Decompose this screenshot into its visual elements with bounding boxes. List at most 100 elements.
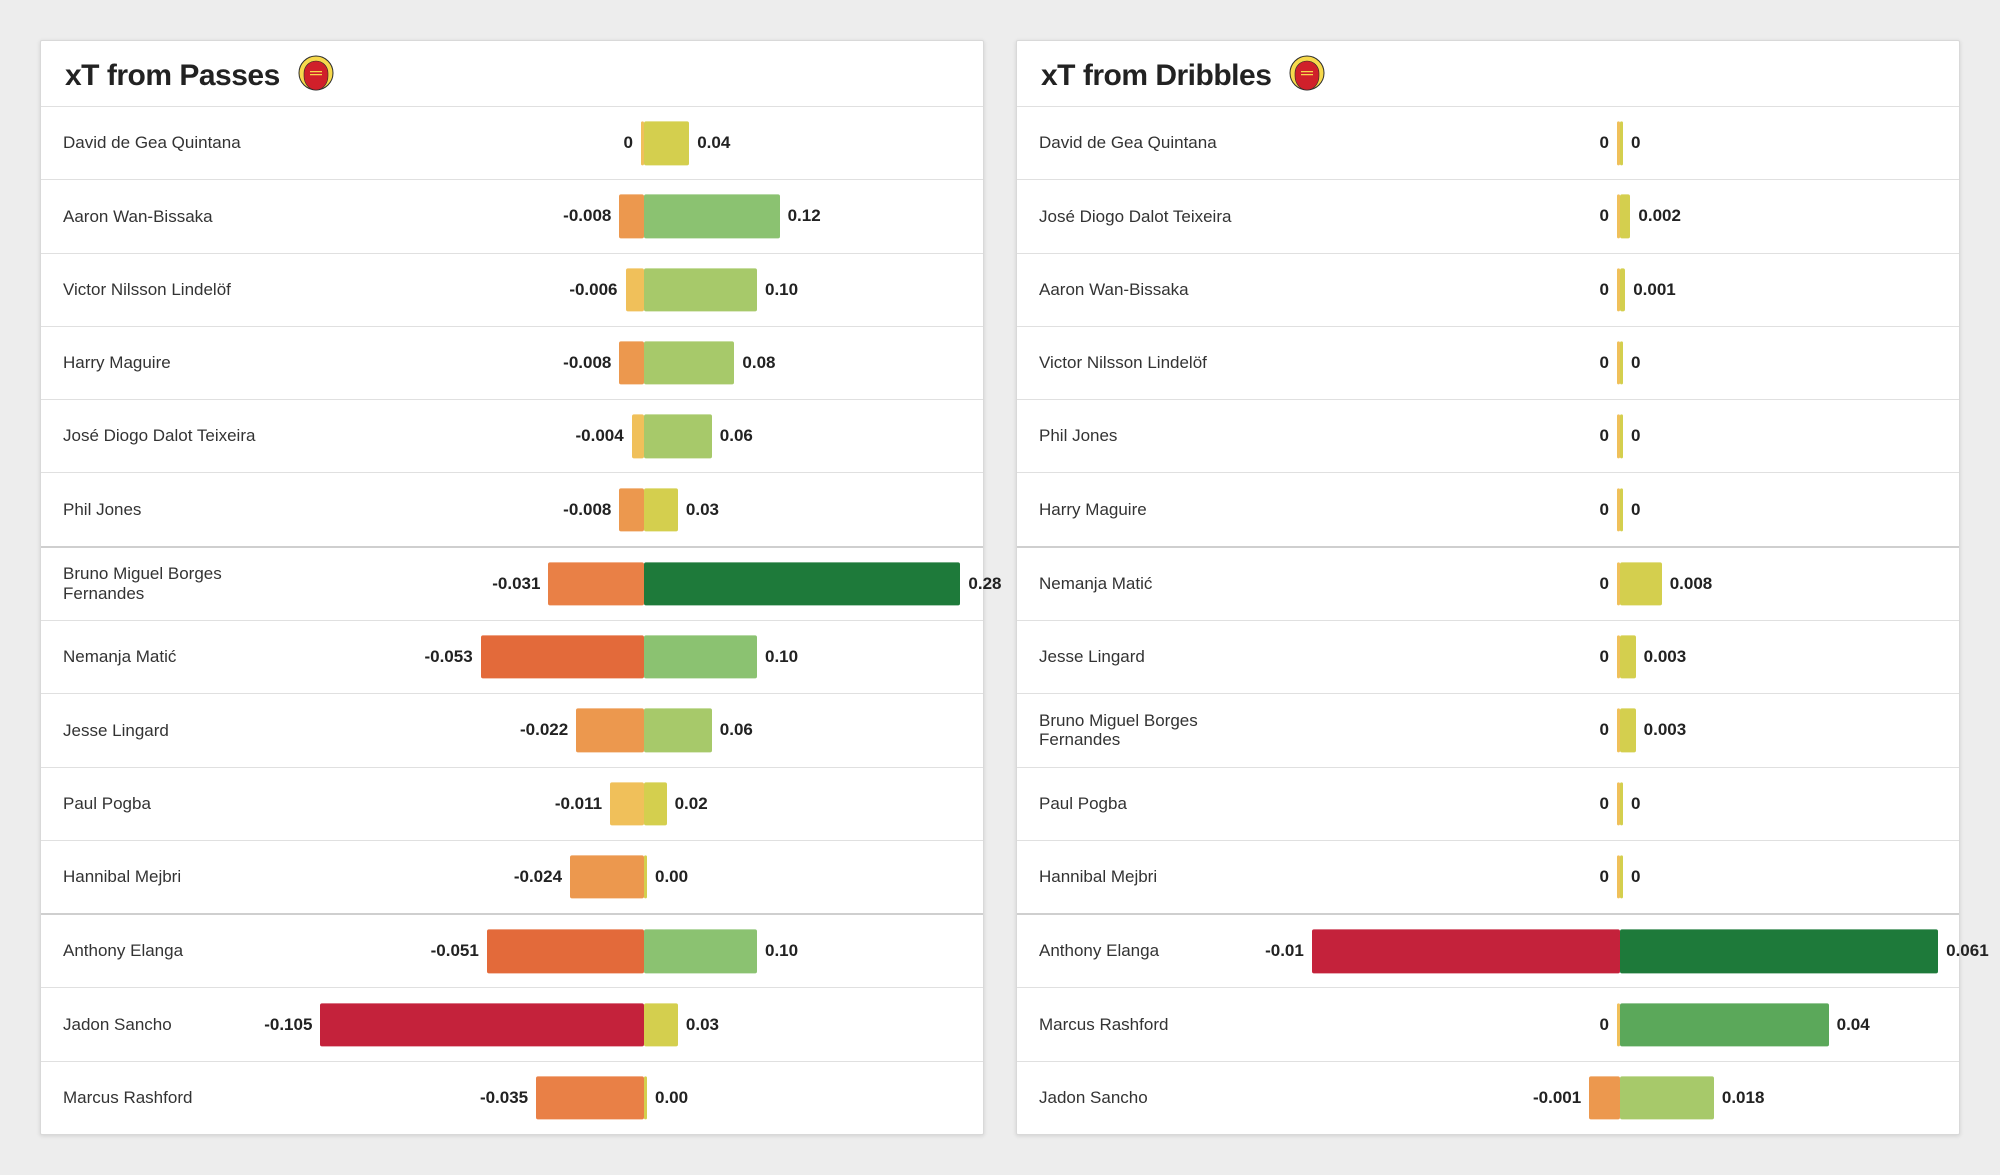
- positive-value-label: 0.001: [1633, 280, 1676, 300]
- positive-bar: [1620, 635, 1636, 678]
- player-row: Victor Nilsson Lindelöf-0.0060.10: [41, 254, 983, 327]
- negative-bar: [619, 195, 644, 238]
- player-row: José Diogo Dalot Teixeira00.002: [1017, 180, 1959, 253]
- negative-value-label: 0: [1600, 426, 1609, 446]
- negative-value-label: -0.006: [569, 280, 617, 300]
- positive-value-label: 0: [1631, 500, 1640, 520]
- bar-cell: -0.0220.06: [305, 694, 983, 766]
- negative-value-label: 0: [1600, 280, 1609, 300]
- bar-cell: -0.0060.10: [305, 254, 983, 326]
- negative-value-label: 0: [1600, 647, 1609, 667]
- player-name: Bruno Miguel Borges Fernandes: [41, 548, 305, 620]
- bar-cell: -0.004 0.06: [305, 400, 983, 472]
- bar-cell: -0.0080.12: [305, 180, 983, 252]
- negative-bar: [536, 1076, 644, 1119]
- positive-bar: [644, 341, 734, 384]
- player-row: Nemanja Matić00.008: [1017, 548, 1959, 621]
- player-name: David de Gea Quintana: [41, 107, 305, 179]
- player-row: Marcus Rashford-0.0350.00: [41, 1062, 983, 1134]
- bar-cell: 0 0.001: [1281, 254, 1959, 326]
- player-name: Nemanja Matić: [1017, 548, 1281, 620]
- bar-cell: -0.0080.08: [305, 327, 983, 399]
- panel-header: xT from Dribbles: [1017, 41, 1959, 107]
- negative-value-label: -0.022: [520, 720, 568, 740]
- positive-value-label: 0.003: [1644, 720, 1687, 740]
- bar-cell: -0.0510.10: [305, 915, 983, 987]
- bar-cell: -0.0110.02: [305, 768, 983, 840]
- negative-bar: [570, 855, 644, 898]
- bar-cell: 00: [1281, 400, 1959, 472]
- bar-cell: 00.04: [1281, 988, 1959, 1060]
- player-row: Aaron Wan-Bissaka00.001: [1017, 254, 1959, 327]
- player-row: Harry Maguire 0 0: [1017, 473, 1959, 547]
- positive-bar: [1620, 855, 1623, 898]
- bar-cell: 00.04: [305, 107, 983, 179]
- positive-value-label: 0.002: [1638, 206, 1681, 226]
- bar-cell: 00.003: [1281, 621, 1959, 693]
- player-row: Jesse Lingard-0.0220.06: [41, 694, 983, 767]
- player-name: Jesse Lingard: [41, 694, 305, 766]
- bar-cell: 00: [1281, 841, 1959, 913]
- bar-cell: 00: [1281, 107, 1959, 179]
- player-row: Bruno Miguel Borges Fernandes 0 0.003: [1017, 694, 1959, 767]
- bar-cell: 0 0.003: [1281, 694, 1959, 766]
- negative-bar: [632, 415, 644, 458]
- positive-bar: [1620, 415, 1623, 458]
- player-row: Paul Pogba-0.0110.02: [41, 768, 983, 841]
- player-row: Bruno Miguel Borges Fernandes-0.0310.28: [41, 548, 983, 621]
- negative-value-label: -0.004: [575, 426, 623, 446]
- negative-bar: [481, 635, 644, 678]
- player-name: Hannibal Mejbri: [1017, 841, 1281, 913]
- panel-xt-passes: xT from Passes David de Gea Quintana00.0…: [40, 40, 984, 1135]
- positive-bar: [1620, 195, 1630, 238]
- positive-value-label: 0.10: [765, 941, 798, 961]
- negative-value-label: 0: [1600, 794, 1609, 814]
- player-row: Victor Nilsson Lindelöf00: [1017, 327, 1959, 400]
- negative-value-label: 0: [1600, 867, 1609, 887]
- positive-bar: [1620, 930, 1938, 973]
- bar-cell: -0.1050.03: [305, 988, 983, 1060]
- negative-value-label: 0: [1600, 500, 1609, 520]
- player-row: Marcus Rashford00.04: [1017, 988, 1959, 1061]
- player-row: Phil Jones00: [1017, 400, 1959, 473]
- positive-value-label: 0: [1631, 353, 1640, 373]
- negative-value-label: 0: [1600, 574, 1609, 594]
- player-name: David de Gea Quintana: [1017, 107, 1281, 179]
- negative-value-label: 0: [1600, 133, 1609, 153]
- bar-cell: 00: [1281, 768, 1959, 840]
- club-badge-icon: [298, 55, 334, 91]
- negative-bar: [626, 268, 644, 311]
- bar-cell: -0.0010.018: [1281, 1062, 1959, 1134]
- positive-value-label: 0: [1631, 133, 1640, 153]
- negative-value-label: 0: [1600, 720, 1609, 740]
- positive-bar: [644, 1003, 678, 1046]
- positive-value-label: 0.04: [1837, 1015, 1870, 1035]
- club-badge: [1289, 55, 1325, 96]
- positive-value-label: 0.10: [765, 647, 798, 667]
- negative-bar: [619, 488, 644, 531]
- panel-title: xT from Dribbles: [1041, 59, 1271, 93]
- player-row: Anthony Elanga-0.0510.10: [41, 915, 983, 988]
- negative-bar: [1589, 1076, 1620, 1119]
- negative-value-label: -0.105: [264, 1015, 312, 1035]
- positive-bar: [644, 562, 960, 605]
- player-name: Bruno Miguel Borges Fernandes: [1017, 694, 1281, 766]
- bar-cell: 00.008: [1281, 548, 1959, 620]
- player-row: Hannibal Mejbri00: [1017, 841, 1959, 915]
- player-row: José Diogo Dalot Teixeira -0.004 0.06: [41, 400, 983, 473]
- negative-value-label: -0.008: [563, 353, 611, 373]
- positive-value-label: 0.00: [655, 1088, 688, 1108]
- positive-value-label: 0.03: [686, 500, 719, 520]
- positive-value-label: 0.02: [675, 794, 708, 814]
- player-name: Harry Maguire: [1017, 473, 1281, 545]
- player-name: Anthony Elanga: [41, 915, 305, 987]
- bar-cell: -0.0310.28: [305, 548, 983, 620]
- player-row: Phil Jones-0.0080.03: [41, 473, 983, 547]
- rows-container: David de Gea Quintana00.04Aaron Wan-Biss…: [41, 107, 983, 1134]
- positive-value-label: 0.06: [720, 426, 753, 446]
- player-row: Jadon Sancho-0.1050.03: [41, 988, 983, 1061]
- positive-bar: [644, 488, 678, 531]
- positive-bar: [1620, 709, 1636, 752]
- player-name: José Diogo Dalot Teixeira: [41, 400, 305, 472]
- positive-value-label: 0.03: [686, 1015, 719, 1035]
